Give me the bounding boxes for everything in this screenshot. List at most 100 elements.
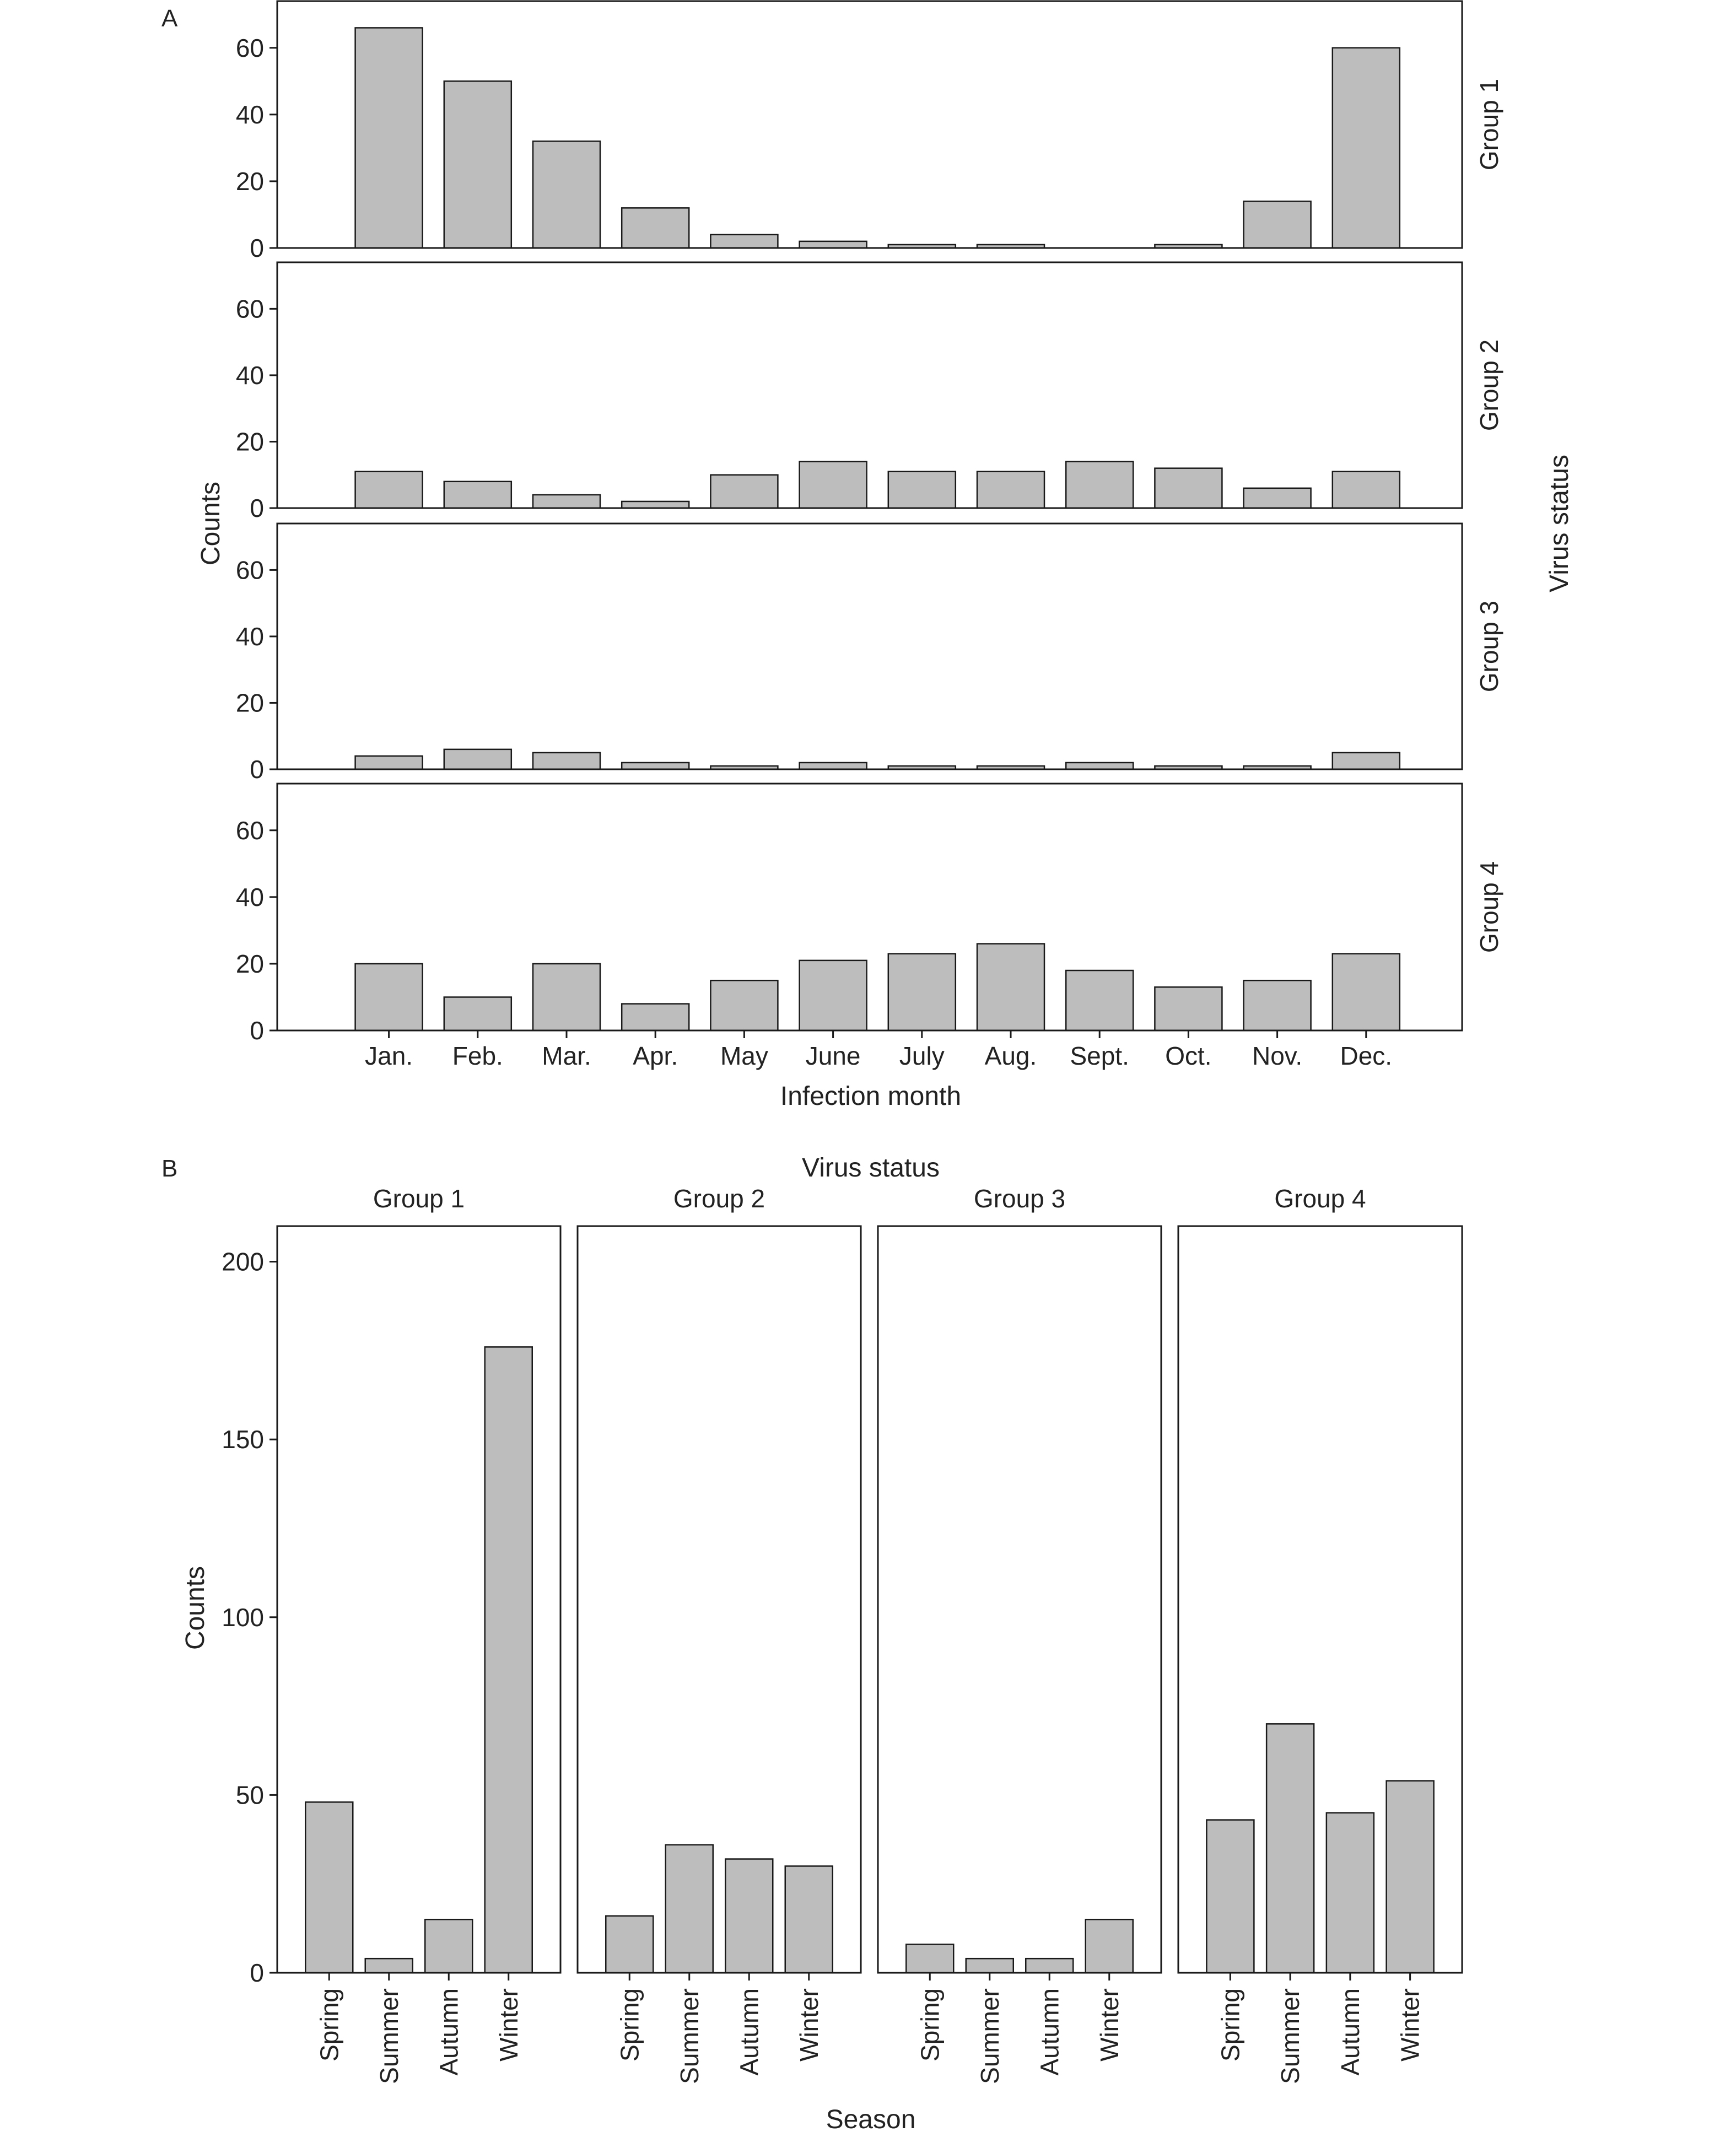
y-tick-label-4-0: 0	[250, 1016, 264, 1045]
panel-b: B Virus status Counts Season Spring Summe…	[161, 1153, 1463, 2134]
panel-b-frame-4	[1177, 1225, 1463, 1974]
bar-group-1-feb	[443, 80, 513, 249]
y-tick-label-3-0: 0	[250, 755, 264, 784]
x-tick-label-1-3: Winter	[494, 1988, 523, 2062]
panel-b-facet-group-4: Spring Summer Autumn Winter Group 4	[1177, 1184, 1463, 2084]
bar-group-4-jan	[354, 963, 423, 1032]
x-tick-label-3: Apr.	[633, 1041, 678, 1070]
bar-group-3-spring	[905, 1944, 955, 1974]
panel-a-xlabel: Infection month	[780, 1082, 961, 1111]
bar-group-1-jan	[354, 27, 423, 249]
bar-group-4-june	[799, 959, 867, 1032]
y-tick-label-2-40: 40	[236, 361, 264, 390]
bar-group-3-dec	[1331, 752, 1401, 770]
x-tick-label-5: June	[806, 1041, 861, 1070]
y-tick-label-b-0: 0	[250, 1958, 264, 1987]
y-tick-label-2-0: 0	[250, 494, 264, 522]
y-tick-label-1-0: 0	[250, 234, 264, 262]
bar-group-2-dec	[1331, 471, 1401, 509]
x-tick-label-2-1: Summer	[675, 1988, 704, 2084]
bar-group-2-summer	[665, 1844, 714, 1974]
y-tick-label-1-20: 20	[236, 167, 264, 196]
bar-group-2-may	[710, 474, 779, 509]
bar-group-1-dec	[1331, 47, 1401, 249]
bar-group-4-aug	[976, 943, 1045, 1032]
x-tick-label-3-2: Autumn	[1035, 1988, 1064, 2076]
panel-a-facet-group-4: 0 20 40 60 Group 4	[236, 783, 1503, 1045]
y-tick-label-1-60: 60	[236, 34, 264, 62]
strip-label-group-2: Group 2	[673, 1184, 765, 1213]
bar-group-2-spring	[605, 1915, 654, 1974]
x-tick-label-7: Aug.	[985, 1041, 1037, 1070]
x-tick-label-2-3: Winter	[795, 1988, 823, 2062]
x-tick-label-1: Feb.	[452, 1041, 503, 1070]
bar-group-2-mar	[532, 494, 601, 509]
bar-group-3-apr	[621, 762, 690, 770]
panel-a: A Virus status Counts Infection month 0 2…	[161, 0, 1574, 1111]
bar-group-2-feb	[443, 481, 513, 509]
y-tick-label-1-40: 40	[236, 100, 264, 129]
y-tick-label-4-60: 60	[236, 816, 264, 845]
bar-group-1-mar	[532, 141, 601, 249]
y-tick-label-b-150: 150	[222, 1425, 264, 1454]
panel-a-frame-3	[276, 522, 1463, 770]
bar-group-1-winter	[484, 1346, 533, 1974]
panel-a-facet-title: Virus status	[1545, 455, 1574, 592]
panel-b-xlabel: Season	[826, 2105, 916, 2134]
x-tick-label-4: May	[720, 1041, 768, 1070]
panel-a-ylabel: Counts	[196, 482, 225, 565]
bar-group-2-june	[799, 461, 867, 509]
y-tick-label-b-100: 100	[222, 1603, 264, 1632]
bar-group-4-july	[887, 953, 957, 1032]
strip-label-group-3: Group 3	[974, 1184, 1065, 1213]
x-tick-label-10: Nov.	[1252, 1041, 1302, 1070]
y-tick-label-4-20: 20	[236, 949, 264, 978]
bar-group-1-spring	[305, 1801, 354, 1974]
x-tick-label-6: July	[899, 1041, 945, 1070]
x-tick-label-2: Mar.	[542, 1041, 591, 1070]
bar-group-4-sept	[1065, 969, 1134, 1032]
bar-group-2-apr	[621, 500, 690, 509]
bar-group-3-sept	[1065, 762, 1134, 770]
x-tick-label-1-1: Summer	[375, 1988, 403, 2084]
bar-group-4-nov	[1243, 979, 1312, 1032]
panel-b-frame-3	[877, 1225, 1162, 1974]
panel-a-frame-2	[276, 261, 1463, 509]
y-tick-label-b-200: 200	[222, 1248, 264, 1276]
x-tick-label-2-0: Spring	[615, 1988, 644, 2062]
panel-b-ylabel: Counts	[181, 1566, 210, 1650]
bar-group-4-spring	[1206, 1819, 1255, 1974]
x-tick-label-4-0: Spring	[1216, 1988, 1244, 2062]
bar-group-2-july	[887, 471, 957, 509]
panel-a-facet-group-1: 0 20 40 60 Group 1	[236, 0, 1503, 262]
panel-a-x-axis: Jan. Feb. Mar. Apr. May June July Aug. Sept. Oct.…	[365, 1030, 1392, 1070]
x-tick-label-4-3: Winter	[1396, 1988, 1425, 2062]
bar-group-3-summer	[965, 1957, 1014, 1974]
strip-label-group-1: Group 1	[1475, 79, 1503, 170]
panel-b-y-axis: 0 50 100 150 200	[222, 1248, 277, 1987]
x-tick-label-3-1: Summer	[975, 1988, 1004, 2084]
y-tick-label-2-60: 60	[236, 294, 264, 323]
x-tick-label-3-0: Spring	[915, 1988, 944, 2062]
strip-label-group-2: Group 2	[1475, 339, 1503, 431]
bar-group-1-may	[710, 234, 779, 249]
y-tick-label-4-40: 40	[236, 883, 264, 911]
panel-a-frame-1	[276, 0, 1463, 249]
bar-group-3-winter	[1085, 1918, 1134, 1974]
y-tick-label-3-20: 20	[236, 688, 264, 717]
strip-label-group-3: Group 3	[1475, 601, 1503, 692]
bar-group-4-autumn	[1325, 1812, 1375, 1974]
bar-group-4-apr	[621, 1003, 690, 1032]
bar-group-2-sept	[1065, 461, 1134, 509]
bar-group-4-oct	[1154, 986, 1223, 1032]
strip-label-group-1: Group 1	[373, 1184, 465, 1213]
x-tick-label-3-3: Winter	[1095, 1988, 1124, 2062]
x-tick-label-11: Dec.	[1340, 1041, 1393, 1070]
bar-group-1-nov	[1243, 200, 1312, 249]
x-tick-label-9: Oct.	[1165, 1041, 1211, 1070]
strip-label-group-4: Group 4	[1274, 1184, 1366, 1213]
panel-a-frame-4	[276, 783, 1463, 1032]
bar-group-4-feb	[443, 996, 513, 1032]
y-tick-label-b-50: 50	[236, 1780, 264, 1809]
